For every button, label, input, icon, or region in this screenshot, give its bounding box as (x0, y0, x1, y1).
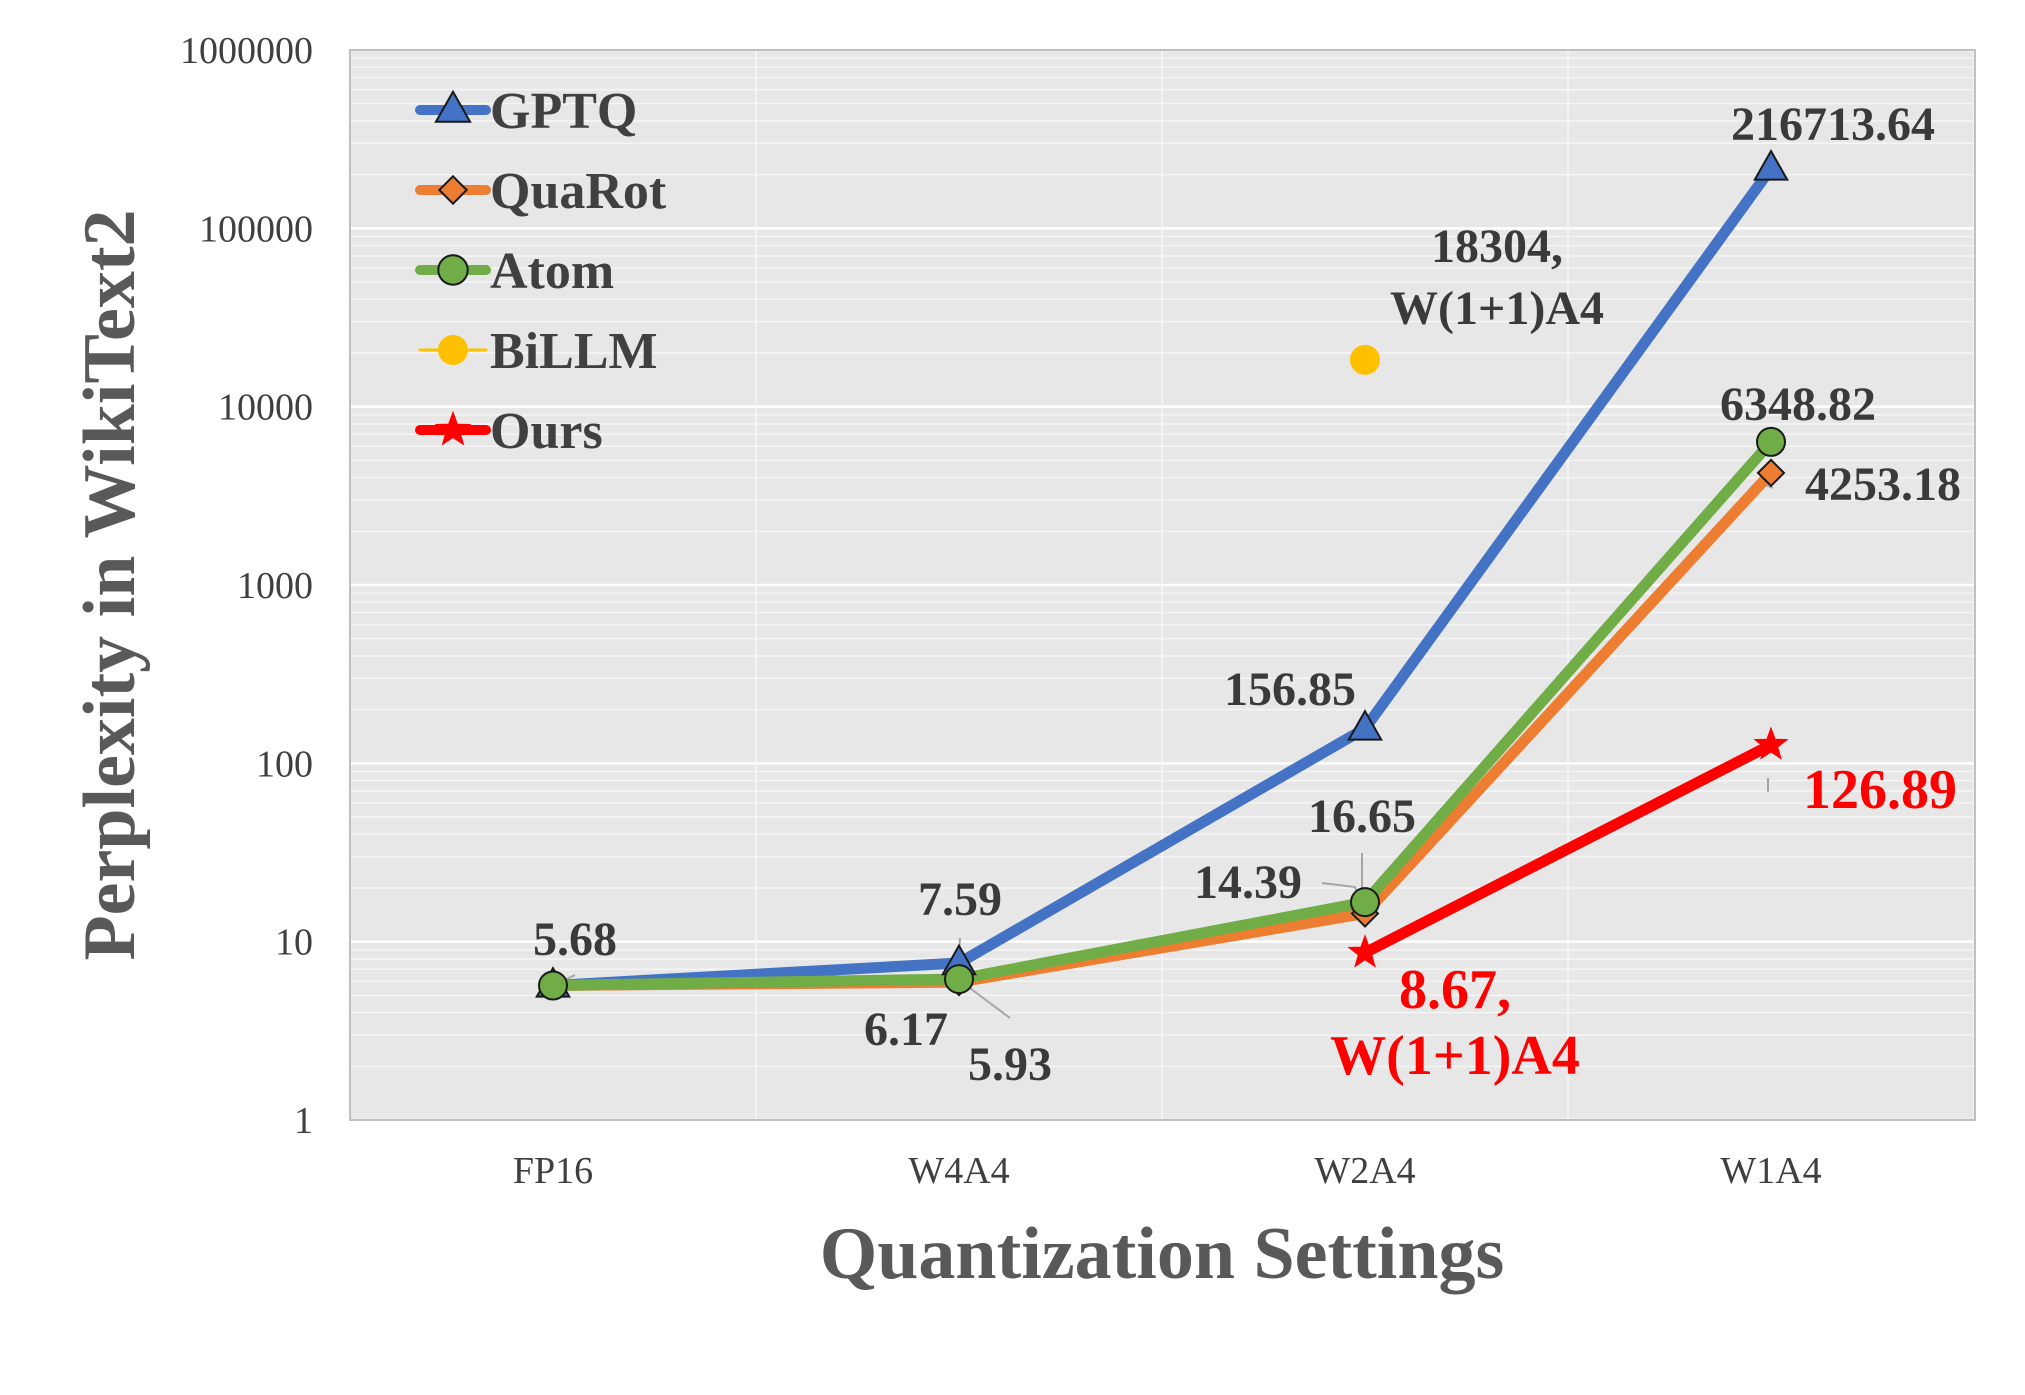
series-line-atom (547, 436, 1777, 991)
data-label: 126.89 (1803, 759, 1957, 821)
series-markers (535, 149, 1789, 1001)
y-tick-label: 100000 (199, 208, 313, 250)
marker-atom (1350, 887, 1380, 918)
data-label: 16.65 (1308, 790, 1416, 843)
legend-label: Atom (490, 243, 614, 300)
marker-gptq (1753, 149, 1789, 181)
data-label: 4253.18 (1805, 458, 1961, 511)
x-tick-label: W2A4 (1314, 1150, 1415, 1192)
data-label: W(1+1)A4 (1330, 1025, 1580, 1087)
series-line-ours (1359, 739, 1777, 959)
x-tick-label: W1A4 (1720, 1150, 1821, 1192)
y-tick-labels: 1 10 100 1000 10000 100000 1000000 (180, 30, 313, 1142)
legend-swatch-marker (437, 254, 469, 286)
plot-border (349, 49, 1976, 1121)
data-label: 14.39 (1194, 856, 1302, 909)
x-tick-labels: FP16 W4A4 W2A4 W1A4 (513, 1150, 1822, 1192)
data-label: 8.67, (1399, 959, 1511, 1021)
x-tick-label: FP16 (513, 1150, 593, 1192)
marker-billm (1350, 344, 1380, 375)
legend-item-gptq: GPTQ (415, 83, 637, 140)
series-line-gptq (547, 162, 1777, 991)
legend-item-quarot: QuaRot (415, 163, 667, 220)
legend-item-billm: BiLLM (418, 323, 658, 380)
y-tick-label: 100 (256, 743, 313, 785)
marker-ours (1753, 726, 1789, 760)
x-tick-label: W4A4 (908, 1150, 1009, 1192)
data-label: 7.59 (918, 873, 1002, 926)
legend-item-atom: Atom (415, 243, 614, 300)
y-tick-label: 1000000 (180, 30, 313, 72)
legend-label: QuaRot (490, 163, 667, 220)
legend-label: BiLLM (490, 323, 658, 380)
marker-atom (1756, 426, 1786, 457)
legend-swatch-marker (434, 89, 472, 123)
legend-item-ours: Ours (415, 403, 603, 460)
y-tick-label: 1 (294, 1100, 313, 1142)
marker-atom (944, 964, 974, 995)
legend-label: GPTQ (490, 83, 637, 140)
data-label: 216713.64 (1731, 98, 1935, 151)
legend-swatch-marker (434, 410, 472, 446)
legend-label: Ours (490, 403, 603, 460)
data-label: W(1+1)A4 (1390, 282, 1604, 335)
data-label: 5.93 (968, 1038, 1052, 1091)
series-lines (547, 162, 1777, 991)
legend-swatch-marker (437, 174, 469, 206)
y-tick-label: 10000 (218, 387, 313, 429)
data-label: 18304, (1431, 220, 1563, 273)
data-label: 6.17 (864, 1003, 948, 1056)
y-axis-title: Perplexity in WikiText2 (69, 209, 151, 960)
marker-gptq (1347, 709, 1383, 741)
data-label: 6348.82 (1720, 378, 1876, 431)
marker-quarot (1756, 458, 1786, 488)
legend-swatch-marker (438, 335, 468, 365)
y-tick-label: 1000 (237, 565, 313, 607)
data-label: 156.85 (1224, 663, 1356, 716)
marker-ours (1347, 934, 1383, 968)
marker-atom (538, 970, 568, 1001)
leader-line (962, 982, 1011, 1019)
x-axis-title: Quantization Settings (820, 1213, 1505, 1295)
data-label: 5.68 (533, 913, 617, 966)
y-tick-label: 10 (275, 922, 313, 964)
legend: GPTQ QuaRot Atom BiLLM Ours (415, 83, 667, 460)
